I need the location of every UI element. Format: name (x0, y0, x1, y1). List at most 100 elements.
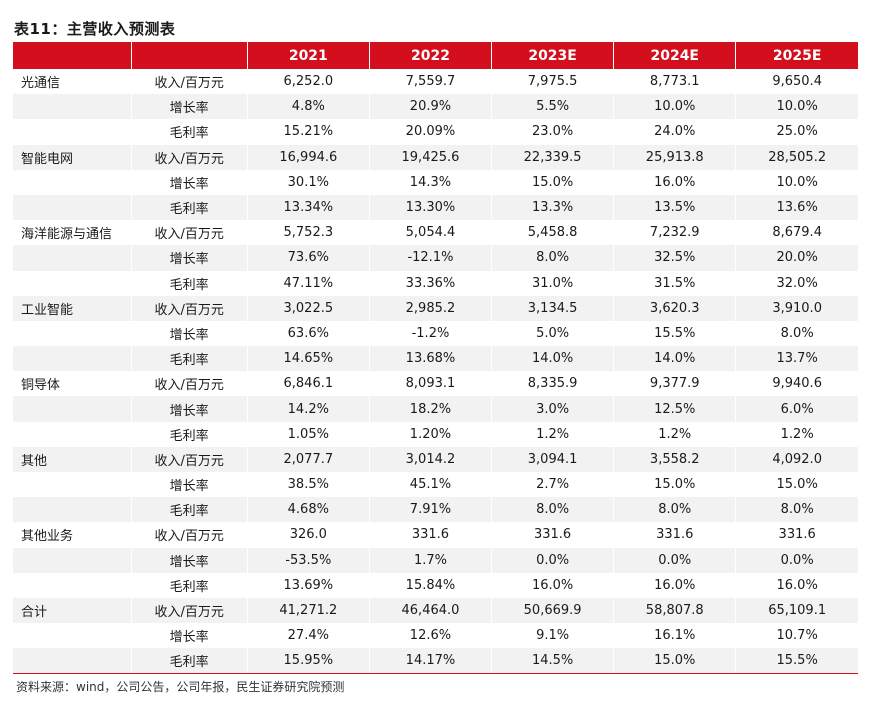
value-cell: 331.6 (778, 527, 816, 543)
value-cell: 14.0% (613, 346, 737, 372)
metric-cell: 毛利率 (131, 497, 248, 523)
metric-cell: 增长率 (131, 472, 248, 498)
header-cell: 2025E (772, 47, 822, 64)
segment-cell: 其他 (13, 446, 132, 472)
value-cell: 0.0% (491, 547, 615, 573)
value-cell: 14.3% (369, 169, 493, 195)
value-cell: 10.0% (613, 94, 737, 120)
value-cell: 7,975.5 (491, 69, 615, 95)
value-cell: 331.6 (369, 522, 493, 548)
value-cell: 22,339.5 (491, 144, 615, 170)
metric-cell: 收入/百万元 (131, 371, 248, 397)
value-cell: 45.1% (369, 472, 493, 498)
value-cell: 9.1% (491, 623, 615, 649)
value-cell: 15.0% (776, 477, 818, 493)
table-row: 增长率 38.5% 45.1% 2.7% 15.0% 15.0% (13, 472, 858, 498)
table-row: 增长率 27.4% 12.6% 9.1% 16.1% 10.7% (13, 623, 858, 649)
metric-cell: 增长率 (131, 547, 248, 573)
value-cell: 1.2% (613, 421, 737, 447)
header-cell (131, 42, 248, 69)
value-cell: 19,425.6 (369, 144, 493, 170)
value-cell: 5.0% (491, 320, 615, 347)
value-cell: 3,094.1 (491, 446, 615, 472)
table-row: 增长率 73.6% -12.1% 8.0% 32.5% 20.0% (13, 245, 858, 271)
value-cell: 7,232.9 (613, 220, 737, 246)
table-row: 增长率 30.1% 14.3% 15.0% 16.0% 10.0% (13, 169, 858, 195)
segment-cell (13, 320, 132, 347)
value-cell: 6,846.1 (247, 371, 370, 397)
metric-cell: 增长率 (131, 245, 248, 271)
revenue-forecast-table: 2021 2022 2023E 2024E 2025E 光通信 收入/百万元 6,2… (13, 42, 858, 675)
segment-cell (13, 94, 132, 120)
value-cell: 7,559.7 (369, 69, 493, 95)
metric-cell: 毛利率 (131, 346, 248, 372)
metric-cell: 收入/百万元 (131, 220, 248, 246)
header-cell: 2023E (491, 42, 615, 69)
segment-cell: 光通信 (13, 69, 132, 95)
value-cell: 25,913.8 (613, 144, 737, 170)
value-cell: 14.5% (491, 648, 615, 675)
metric-cell: 毛利率 (131, 421, 248, 447)
value-cell: 13.7% (776, 351, 818, 367)
metric-cell: 毛利率 (131, 270, 248, 296)
value-cell: 32.5% (613, 245, 737, 271)
segment-cell (13, 572, 132, 598)
value-cell: 16.0% (491, 572, 615, 598)
metric-cell: 收入/百万元 (131, 597, 248, 624)
value-cell: 10.0% (776, 99, 818, 115)
metric-cell: 毛利率 (131, 119, 248, 145)
value-cell: 5,054.4 (369, 220, 493, 246)
metric-cell: 收入/百万元 (131, 446, 248, 472)
table-row: 海洋能源与通信 收入/百万元 5,752.3 5,054.4 5,458.8 7,232.… (13, 220, 858, 246)
value-cell: 1.2% (780, 426, 814, 442)
value-cell: 15.0% (613, 472, 737, 498)
value-cell: -53.5% (247, 547, 370, 573)
segment-cell (13, 623, 132, 649)
metric-cell: 毛利率 (131, 648, 248, 675)
value-cell: 23.0% (491, 119, 615, 145)
value-cell: 1.20% (369, 421, 493, 447)
metric-cell: 增长率 (131, 623, 248, 649)
value-cell: 20.9% (369, 94, 493, 120)
value-cell: 3,620.3 (613, 295, 737, 321)
table-row: 增长率 63.6% -1.2% 5.0% 15.5% 8.0% (13, 320, 858, 347)
value-cell: 15.84% (369, 572, 493, 598)
value-cell: 13.30% (369, 194, 493, 221)
value-cell: 13.34% (247, 194, 370, 221)
value-cell: 25.0% (776, 124, 818, 140)
value-cell: 16,994.6 (247, 144, 370, 170)
value-cell: 3,134.5 (491, 295, 615, 321)
value-cell: 9,940.6 (772, 376, 822, 392)
value-cell: 8,335.9 (491, 371, 615, 397)
value-cell: 73.6% (247, 245, 370, 271)
value-cell: -12.1% (369, 245, 493, 271)
value-cell: 14.17% (369, 648, 493, 675)
value-cell: 58,807.8 (613, 597, 737, 624)
segment-cell (13, 648, 132, 675)
table-row: 增长率 4.8% 20.9% 5.5% 10.0% 10.0% (13, 94, 858, 120)
table-row: 增长率 14.2% 18.2% 3.0% 12.5% 6.0% (13, 396, 858, 422)
value-cell: 331.6 (491, 522, 615, 548)
value-cell: -1.2% (369, 320, 493, 347)
value-cell: 8.0% (613, 497, 737, 523)
source-note: 资料来源：wind，公司公告，公司年报，民生证券研究院预测 (16, 680, 345, 694)
segment-cell (13, 270, 132, 296)
value-cell: 47.11% (247, 270, 370, 296)
metric-cell: 增长率 (131, 94, 248, 120)
value-cell: 12.5% (613, 396, 737, 422)
table-row: 光通信 收入/百万元 6,252.0 7,559.7 7,975.5 8,773.1 9,6… (13, 69, 858, 95)
value-cell: 18.2% (369, 396, 493, 422)
metric-cell: 收入/百万元 (131, 69, 248, 95)
value-cell: 2,077.7 (247, 446, 370, 472)
segment-cell: 其他业务 (13, 522, 132, 548)
segment-cell (13, 472, 132, 498)
segment-cell: 铜导体 (13, 371, 132, 397)
value-cell: 331.6 (613, 522, 737, 548)
metric-cell: 增长率 (131, 396, 248, 422)
value-cell: 6.0% (780, 401, 814, 417)
value-cell: 8,679.4 (772, 225, 822, 241)
value-cell: 3,558.2 (613, 446, 737, 472)
value-cell: 8,093.1 (369, 371, 493, 397)
segment-cell (13, 547, 132, 573)
value-cell: 4.8% (247, 94, 370, 120)
